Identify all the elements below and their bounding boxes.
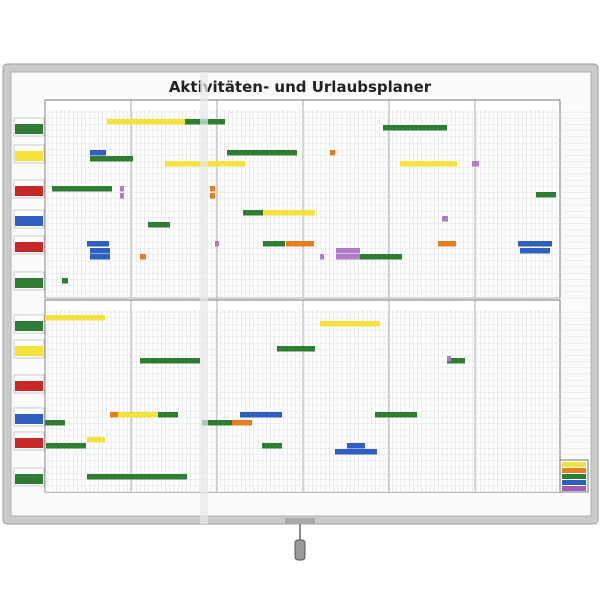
label-stripe <box>15 151 43 161</box>
label-stripe <box>15 186 43 196</box>
magnet-strip <box>140 358 200 364</box>
pen <box>294 539 306 561</box>
magnet-strip <box>46 443 86 449</box>
label-stripe <box>15 438 43 448</box>
magnet-strip <box>120 193 124 199</box>
magnet-strip <box>383 125 447 131</box>
legend-swatch <box>562 468 586 473</box>
legend-swatch <box>562 462 586 467</box>
left-cards <box>13 117 45 487</box>
magnet-strip <box>518 241 552 247</box>
magnet-strip <box>148 222 170 228</box>
magnet-strip <box>243 210 263 216</box>
magnet-strip <box>347 443 365 449</box>
magnet-strip <box>336 254 360 260</box>
magnet-strip <box>360 254 402 260</box>
magnet-strip <box>277 346 315 352</box>
magnet-strip <box>438 241 456 247</box>
magnet-strip <box>215 241 219 247</box>
magnet-strip <box>90 156 133 162</box>
slider <box>200 72 208 524</box>
magnet-strip <box>202 420 232 426</box>
legend-swatch <box>562 474 586 479</box>
magnet-strip <box>400 161 457 167</box>
magnet-strip <box>120 186 124 192</box>
magnet-strip <box>158 412 178 418</box>
label-stripe <box>15 216 43 226</box>
magnet-strip <box>110 412 118 418</box>
label-stripe <box>15 474 43 484</box>
label-stripe <box>15 278 43 288</box>
magnet-strip <box>520 248 550 254</box>
title: Aktivitäten- und Urlaubsplaner <box>169 78 432 96</box>
half-panel <box>44 299 561 493</box>
magnet-strip <box>227 150 297 156</box>
label-stripe <box>15 321 43 331</box>
magnet-strip <box>536 192 556 198</box>
magnet-strip <box>320 254 324 260</box>
legend-swatch <box>562 480 586 485</box>
magnet-strip <box>87 474 187 480</box>
magnet-strip <box>472 161 479 167</box>
magnet-strip <box>263 241 285 247</box>
tray <box>285 518 315 524</box>
magnet-strip <box>286 241 314 247</box>
magnet-strip <box>335 449 377 455</box>
magnet-strip <box>447 356 451 362</box>
magnet-strip <box>442 216 448 222</box>
label-stripe <box>15 381 43 391</box>
label-stripe <box>15 414 43 424</box>
magnet-strip <box>90 150 106 156</box>
legend-swatch <box>562 486 586 491</box>
magnet-strip <box>210 193 215 199</box>
magnet-strip <box>107 119 185 125</box>
magnet-strip <box>336 248 360 254</box>
magnet-strip <box>87 437 105 443</box>
magnet-strip <box>90 254 110 260</box>
magnet-strip <box>140 254 146 260</box>
label-stripe <box>15 124 43 134</box>
magnet-strip <box>240 412 282 418</box>
magnet-strip <box>45 315 105 321</box>
label-stripe <box>15 242 43 252</box>
magnet-strip <box>87 241 109 247</box>
grid <box>44 99 590 493</box>
magnet-strip <box>118 412 158 418</box>
magnet-strip <box>90 248 110 254</box>
magnet-strip <box>320 321 380 327</box>
magnet-strip <box>330 150 335 156</box>
label-stripe <box>15 346 43 356</box>
magnet-strip <box>375 412 417 418</box>
magnet-strip <box>262 443 282 449</box>
magnet-strip <box>263 210 315 216</box>
magnet-strip <box>62 278 68 284</box>
magnet-strip <box>232 420 252 426</box>
magnet-strip <box>45 420 65 426</box>
magnet-strip <box>210 186 215 192</box>
magnet-strip <box>447 358 465 364</box>
magnet-strip <box>52 186 112 192</box>
